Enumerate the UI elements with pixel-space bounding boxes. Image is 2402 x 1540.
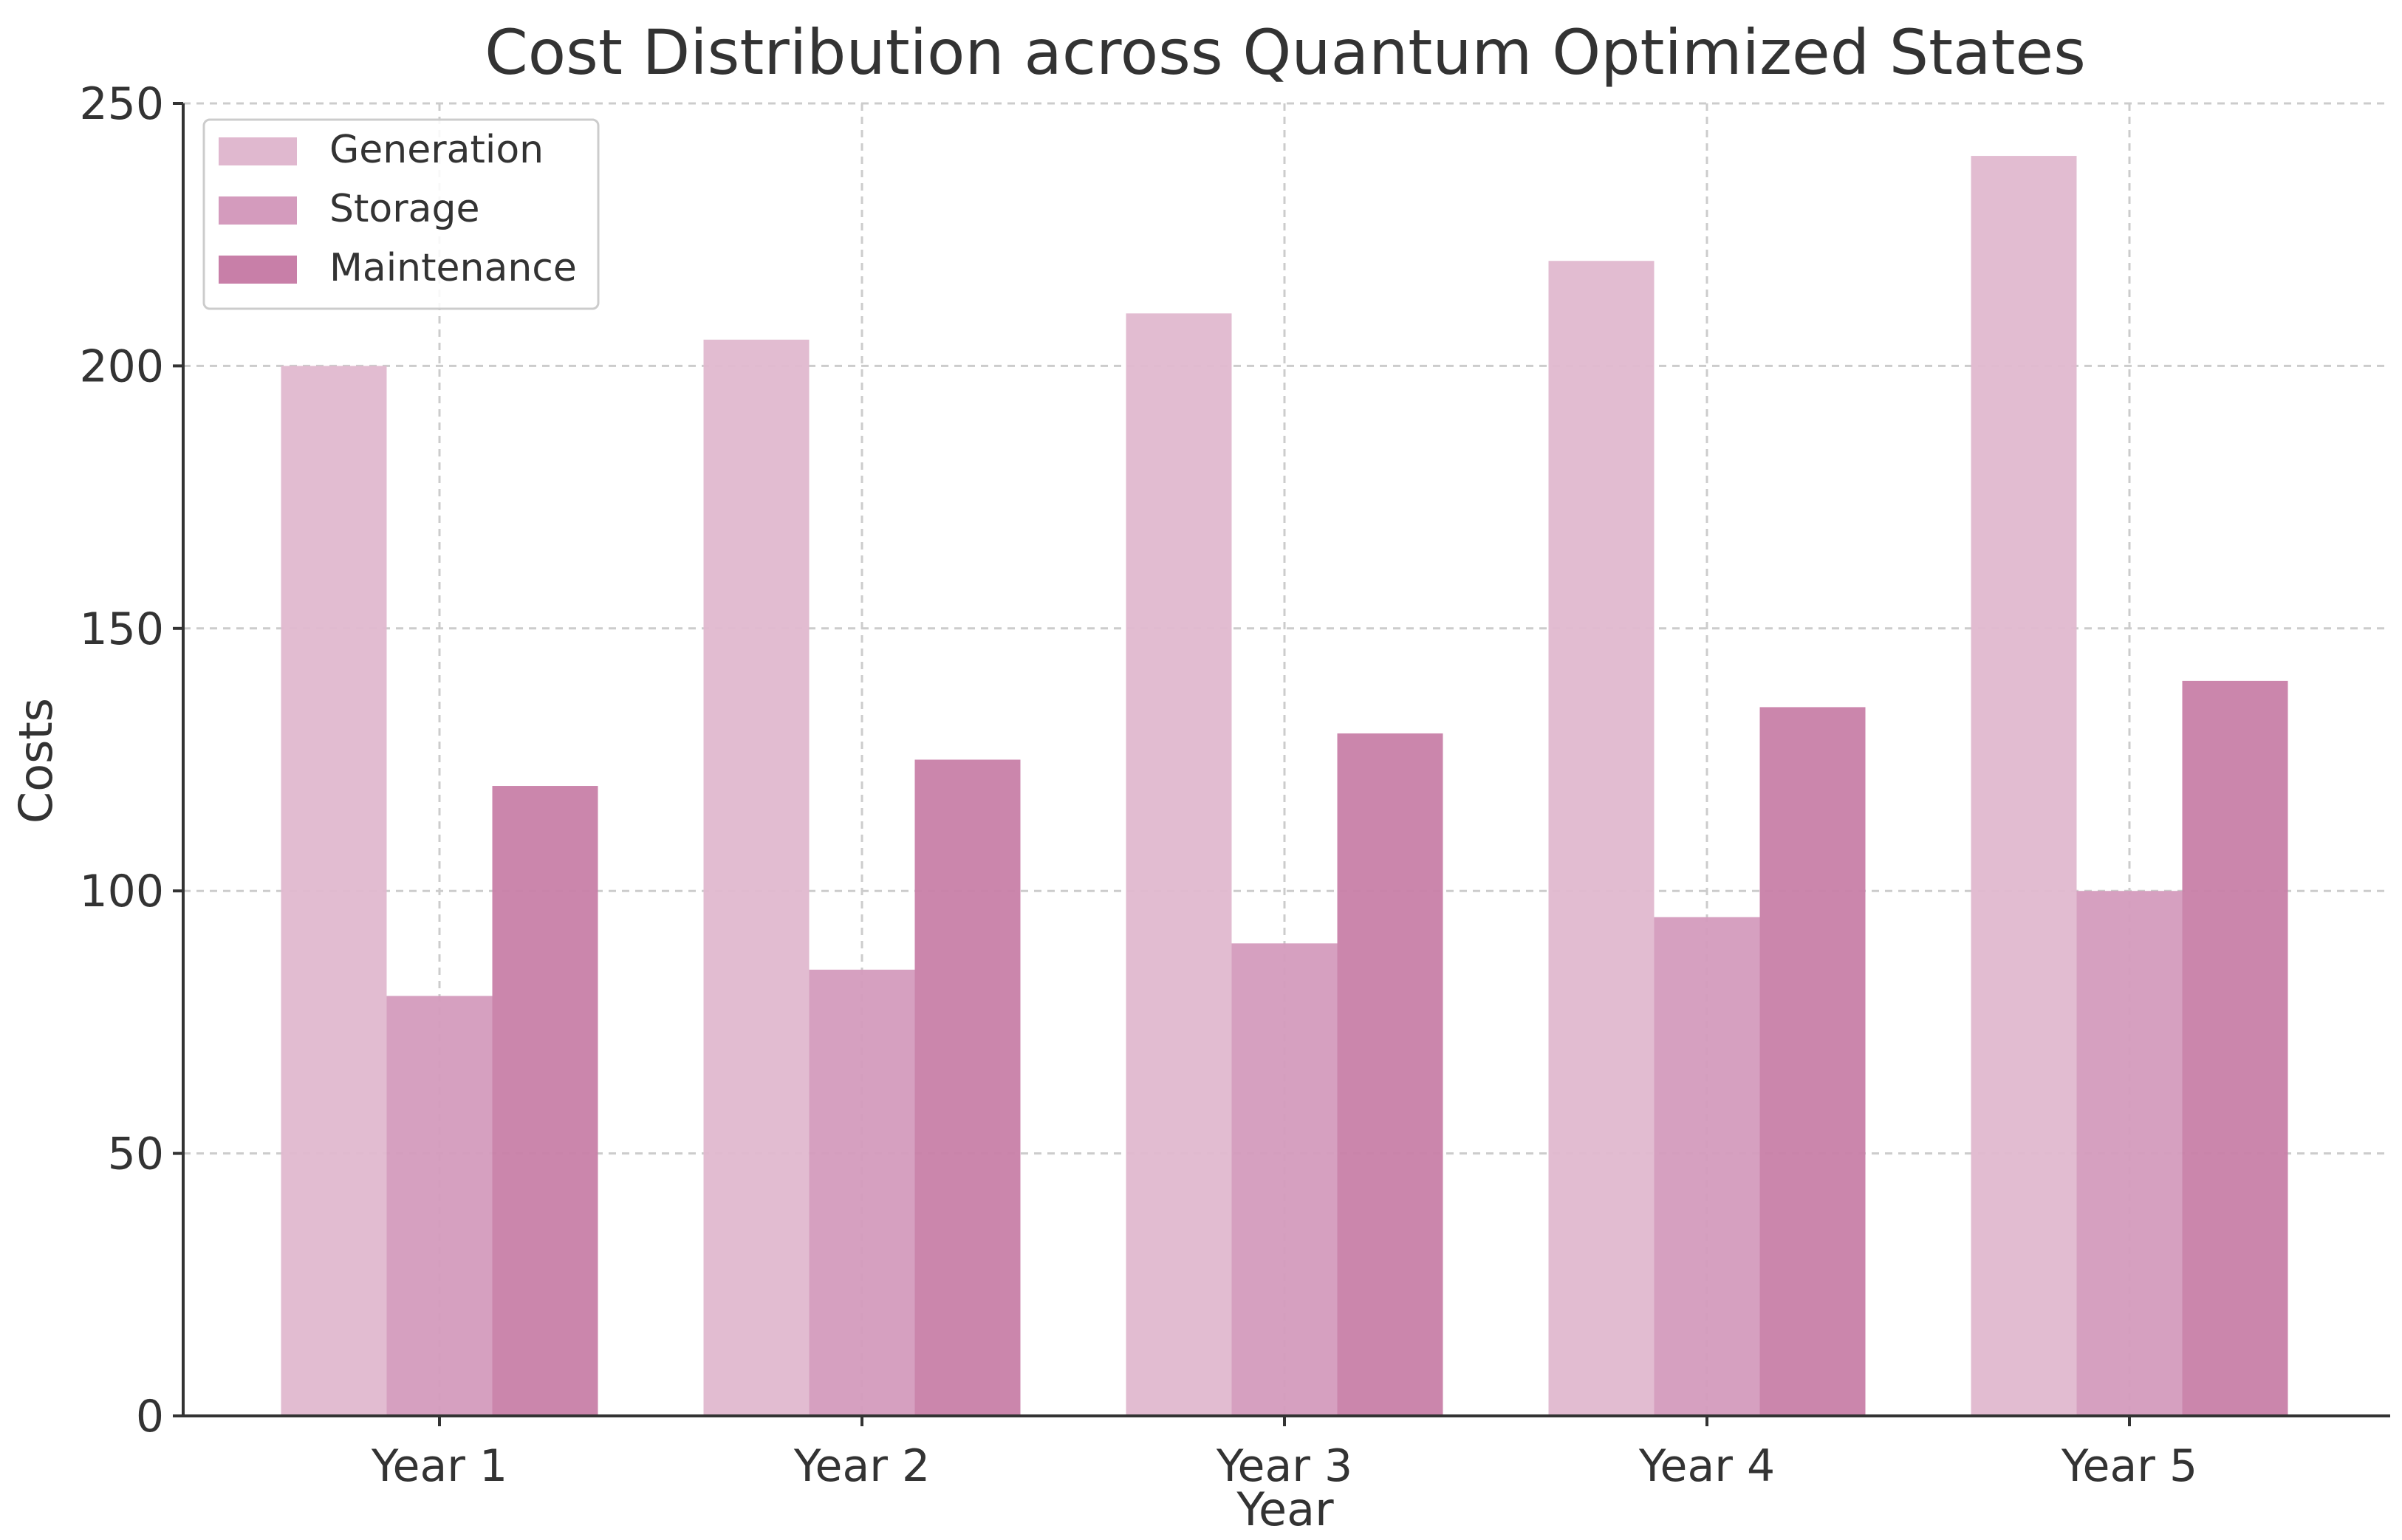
bars: [281, 156, 2288, 1417]
bar-generation-year-2: [703, 339, 810, 1416]
legend-swatch-maintenance: [219, 256, 297, 284]
legend-box: [202, 118, 600, 310]
bar-maintenance-year-5: [2182, 680, 2288, 1416]
y-axis-label: Costs: [9, 698, 63, 824]
bar-generation-year-5: [1971, 156, 2077, 1417]
bar-generation-year-1: [281, 366, 387, 1416]
x-tick-label: Year 5: [2061, 1440, 2197, 1492]
bar-generation-year-3: [1126, 313, 1232, 1416]
legend: Generation Storage Maintenance: [202, 118, 600, 310]
x-axis-label: Year: [1236, 1482, 1334, 1536]
x-tick-label: Year 3: [1216, 1440, 1352, 1492]
legend-label-generation: Generation: [329, 128, 544, 172]
legend-label-maintenance: Maintenance: [329, 246, 577, 290]
bar-storage-year-2: [809, 969, 915, 1416]
y-tick-label: 250: [79, 78, 164, 130]
chart-title: Cost Distribution across Quantum Optimiz…: [485, 16, 2086, 89]
legend-label-storage: Storage: [329, 187, 479, 231]
bar-generation-year-4: [1548, 261, 1655, 1416]
bar-maintenance-year-2: [914, 759, 1021, 1416]
y-tick-label: 100: [79, 866, 164, 917]
axes: [182, 103, 2390, 1417]
bar-maintenance-year-3: [1337, 733, 1443, 1416]
bar-storage-year-5: [2076, 891, 2183, 1416]
x-ticks: Year 1 Year 2 Year 3 Year 4 Year 5: [371, 1416, 2197, 1492]
bar-storage-year-1: [386, 996, 493, 1416]
bar-storage-year-4: [1654, 917, 1760, 1416]
x-tick-label: Year 1: [371, 1440, 507, 1492]
bar-maintenance-year-1: [492, 786, 598, 1416]
legend-swatch-storage: [219, 196, 297, 225]
y-tick-label: 150: [79, 603, 164, 655]
y-tick-label: 0: [136, 1391, 164, 1443]
bar-storage-year-3: [1231, 943, 1338, 1416]
legend-swatch-generation: [219, 137, 297, 165]
y-tick-label: 200: [79, 340, 164, 392]
bar-maintenance-year-4: [1759, 707, 1866, 1416]
y-tick-label: 50: [108, 1129, 164, 1180]
x-tick-label: Year 2: [793, 1440, 930, 1492]
x-tick-label: Year 4: [1638, 1440, 1775, 1492]
y-ticks: 0 50 100 150 200 250: [79, 78, 183, 1443]
